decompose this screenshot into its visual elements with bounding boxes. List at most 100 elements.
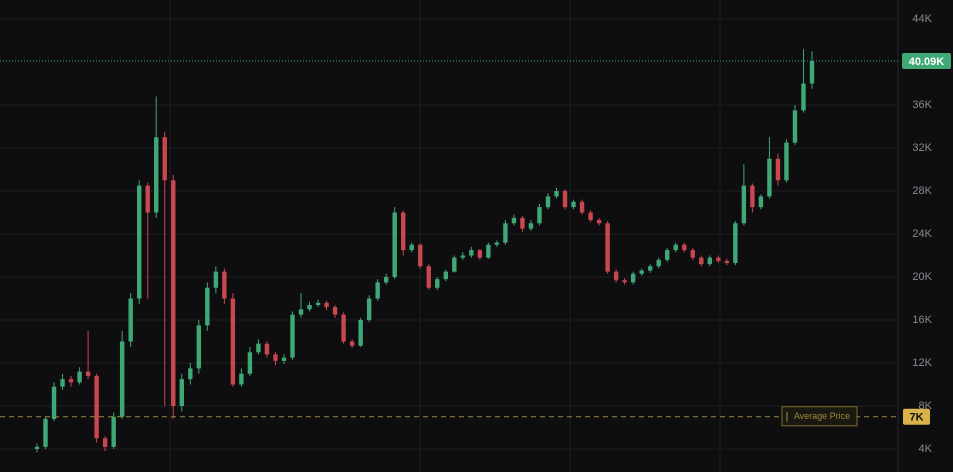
candle-body bbox=[77, 371, 82, 383]
candle-body bbox=[554, 191, 559, 197]
candle-body bbox=[775, 158, 781, 181]
candle-body bbox=[613, 271, 619, 281]
candle-body bbox=[222, 271, 227, 299]
candle-body bbox=[264, 343, 270, 355]
candle-body bbox=[290, 314, 295, 358]
average-price-box bbox=[781, 406, 858, 427]
candle-body bbox=[639, 270, 644, 274]
candle-body bbox=[733, 223, 738, 264]
candle-body bbox=[409, 244, 414, 251]
candle-body bbox=[605, 223, 610, 272]
y-tick-label: 12K bbox=[912, 357, 932, 369]
candle-body bbox=[171, 180, 176, 406]
candle-body bbox=[622, 280, 627, 283]
y-tick-label: 44K bbox=[912, 13, 932, 25]
candle-body bbox=[588, 212, 593, 221]
candle-body bbox=[60, 379, 65, 387]
candle-body bbox=[690, 250, 695, 258]
candle-body bbox=[452, 257, 457, 272]
candle-body bbox=[784, 142, 789, 181]
y-tick-label: 36K bbox=[912, 99, 932, 111]
candle-body bbox=[162, 137, 167, 181]
candle-body bbox=[68, 379, 74, 383]
candle-body bbox=[443, 271, 448, 280]
candle-body bbox=[494, 242, 500, 245]
candle-body bbox=[418, 244, 423, 267]
candle-body bbox=[136, 185, 142, 299]
candle-body bbox=[579, 201, 585, 213]
candle-body bbox=[298, 309, 304, 315]
candle-body bbox=[213, 271, 219, 288]
candle-body bbox=[699, 257, 704, 265]
candle-body bbox=[682, 244, 687, 251]
candle-body bbox=[349, 341, 355, 346]
candle-body bbox=[43, 418, 48, 447]
candle-body bbox=[247, 352, 253, 374]
candle-body bbox=[375, 282, 380, 299]
candle-body bbox=[767, 158, 772, 197]
candle-body bbox=[630, 273, 636, 283]
candle-body bbox=[230, 298, 236, 385]
candle-body bbox=[239, 373, 244, 385]
candle-body bbox=[596, 220, 602, 224]
candle-body bbox=[537, 207, 542, 224]
candle-body bbox=[435, 279, 440, 288]
candle-body bbox=[750, 185, 755, 208]
candle-body bbox=[179, 379, 184, 406]
candle-body bbox=[707, 257, 713, 265]
candle-body bbox=[571, 201, 576, 208]
candle-body bbox=[366, 298, 372, 321]
candle-body bbox=[34, 446, 40, 449]
y-tick-label: 32K bbox=[912, 142, 932, 154]
y-tick-label: 16K bbox=[912, 314, 932, 326]
candle-body bbox=[758, 196, 764, 208]
candle-body bbox=[94, 375, 99, 439]
y-tick-label: 28K bbox=[912, 185, 932, 197]
candle-body bbox=[358, 320, 363, 346]
candle-body bbox=[111, 416, 116, 447]
candle-body bbox=[205, 287, 210, 326]
current-price-label: 40.09K bbox=[909, 56, 945, 68]
candle-body bbox=[154, 137, 159, 213]
candle-body bbox=[656, 259, 661, 267]
candle-body bbox=[51, 386, 57, 419]
candle-body bbox=[401, 212, 406, 251]
average-price-label: 7K bbox=[909, 412, 923, 424]
candle-body bbox=[392, 212, 397, 278]
candle-body bbox=[119, 341, 125, 417]
candle-body bbox=[188, 368, 193, 380]
candle-body bbox=[809, 61, 815, 84]
candle-body bbox=[341, 314, 346, 342]
candle-body bbox=[477, 250, 483, 258]
candle-body bbox=[486, 244, 491, 258]
candle-body bbox=[792, 110, 798, 143]
candle-body bbox=[383, 277, 389, 283]
average-price-name: Average Price bbox=[794, 411, 850, 421]
candle-body bbox=[256, 343, 261, 353]
candle-body bbox=[426, 266, 431, 288]
candle-body bbox=[145, 185, 150, 213]
candle-body bbox=[460, 255, 466, 258]
candle-body bbox=[545, 196, 551, 208]
candle-body bbox=[528, 223, 534, 229]
candle-body bbox=[128, 298, 133, 342]
candle-body bbox=[511, 217, 517, 224]
y-tick-label: 24K bbox=[912, 228, 932, 240]
candle-body bbox=[273, 354, 278, 361]
candle-body bbox=[307, 304, 312, 310]
candle-body bbox=[315, 302, 321, 305]
candle-body bbox=[673, 244, 678, 251]
average-price-tag bbox=[903, 408, 930, 425]
candle-body bbox=[716, 257, 721, 261]
candle-body bbox=[196, 325, 202, 369]
candle-body bbox=[281, 357, 287, 361]
candle-body bbox=[324, 302, 329, 308]
y-tick-label: 20K bbox=[912, 271, 932, 283]
candle-body bbox=[102, 438, 108, 447]
candle-body bbox=[647, 266, 653, 271]
candle-body bbox=[469, 250, 474, 256]
candle-body bbox=[503, 223, 508, 243]
